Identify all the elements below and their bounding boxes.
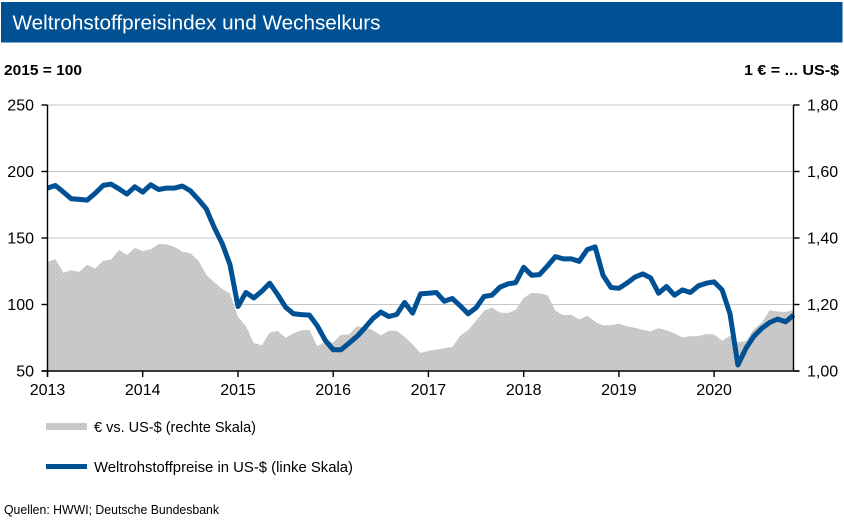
svg-text:1,80: 1,80 bbox=[807, 98, 838, 115]
svg-text:2017: 2017 bbox=[411, 382, 447, 399]
svg-text:1,20: 1,20 bbox=[807, 297, 838, 314]
svg-text:2015 = 100: 2015 = 100 bbox=[4, 62, 82, 79]
svg-text:1,60: 1,60 bbox=[807, 164, 838, 181]
svg-text:50: 50 bbox=[16, 364, 34, 381]
svg-text:1,00: 1,00 bbox=[807, 364, 838, 381]
svg-text:100: 100 bbox=[7, 297, 34, 314]
svg-text:2015: 2015 bbox=[220, 382, 256, 399]
svg-text:150: 150 bbox=[7, 231, 34, 248]
svg-text:Weltrohstoffpreise in US-$ (li: Weltrohstoffpreise in US-$ (linke Skala) bbox=[94, 459, 353, 476]
svg-text:200: 200 bbox=[7, 164, 34, 181]
svg-text:2019: 2019 bbox=[601, 382, 637, 399]
svg-text:Weltrohstoffpreisindex und Wec: Weltrohstoffpreisindex und Wechselkurs bbox=[13, 12, 381, 35]
svg-text:2016: 2016 bbox=[315, 382, 351, 399]
svg-text:€ vs. US-$ (rechte Skala): € vs. US-$ (rechte Skala) bbox=[94, 419, 256, 436]
svg-text:2014: 2014 bbox=[125, 382, 161, 399]
svg-text:2020: 2020 bbox=[696, 382, 732, 399]
svg-text:Quellen: HWWI; Deutsche Bundes: Quellen: HWWI; Deutsche Bundesbank bbox=[4, 502, 219, 517]
svg-text:1 € = ... US-$: 1 € = ... US-$ bbox=[744, 62, 840, 79]
svg-text:250: 250 bbox=[7, 98, 34, 115]
svg-text:2018: 2018 bbox=[506, 382, 542, 399]
svg-text:1,40: 1,40 bbox=[807, 231, 838, 248]
svg-text:2013: 2013 bbox=[30, 382, 66, 399]
